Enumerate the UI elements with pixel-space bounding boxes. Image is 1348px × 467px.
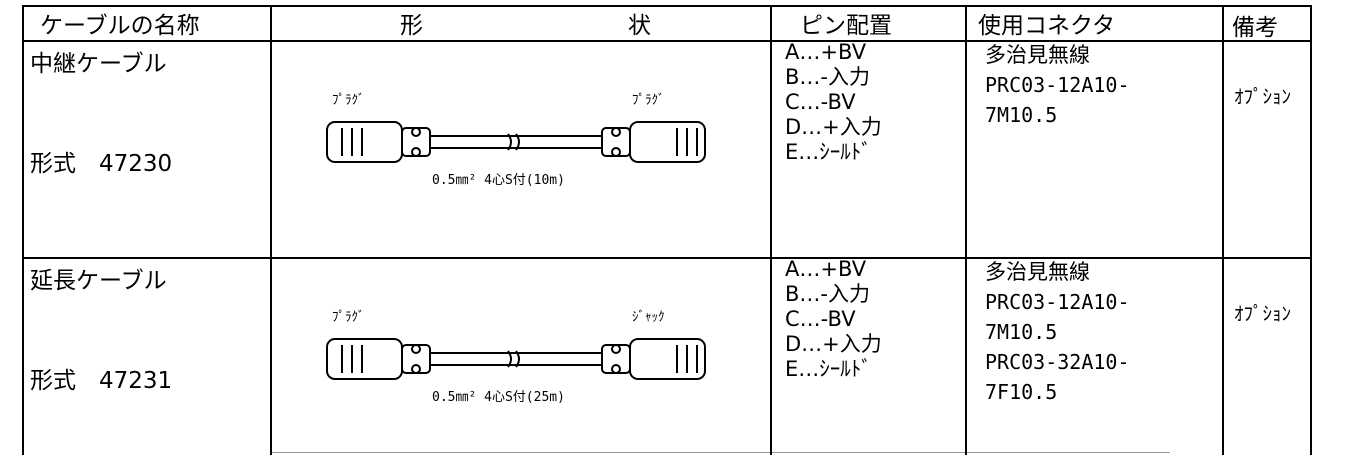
- cable-break: [507, 350, 520, 368]
- header-cell: 形: [400, 13, 423, 39]
- pin: E…ｼｰﾙﾄﾞ: [785, 357, 872, 381]
- plug-label: ﾌﾟﾗｸﾞ: [332, 310, 365, 325]
- rule: [1310, 5, 1312, 455]
- cable-name: 中継ケーブル: [30, 51, 167, 77]
- cable-break: [507, 133, 520, 151]
- plug-label: ｼﾞｬｯｸ: [632, 310, 665, 325]
- connector-line: 7M10.5: [985, 103, 1058, 127]
- cable-caption: 0.5㎜² 4心S付(25m): [432, 390, 565, 405]
- pin: C…-BV: [785, 90, 856, 114]
- connector: [401, 127, 431, 157]
- connector-line: PRC03-12A10-: [985, 73, 1130, 97]
- connector-line: PRC03-32A10-: [985, 350, 1130, 374]
- pin: E…ｼｰﾙﾄﾞ: [785, 140, 872, 164]
- plug-label: ﾌﾟﾗｸﾞ: [632, 93, 665, 108]
- header-cell: 備考: [1232, 15, 1278, 41]
- connector: [326, 338, 403, 380]
- cable-caption: 0.5㎜² 4心S付(10m): [432, 173, 565, 188]
- pin: D…+入力: [785, 115, 882, 139]
- rule: [270, 452, 1170, 453]
- header-cell: 使用コネクタ: [978, 13, 1116, 39]
- connector: [326, 121, 403, 163]
- rule: [22, 5, 1312, 7]
- header-cell: ピン配置: [800, 13, 892, 39]
- connector: [601, 344, 631, 374]
- connector-line: 7M10.5: [985, 320, 1058, 344]
- pin: A…+BV: [785, 257, 867, 281]
- rule: [22, 257, 1312, 259]
- connector-line: 7F10.5: [985, 380, 1058, 404]
- pin: D…+入力: [785, 332, 882, 356]
- connector: [629, 121, 706, 163]
- remarks: ｵﾌﾟｼｮﾝ: [1234, 86, 1292, 108]
- connector: [611, 147, 621, 157]
- cable-name: 延長ケーブル: [30, 268, 167, 294]
- pin-list: A…+BV B…-入力 C…-BV D…+入力 E…ｼｰﾙﾄﾞ: [785, 40, 882, 165]
- rule: [770, 5, 772, 455]
- pin: A…+BV: [785, 40, 867, 64]
- cable-model: 形式 47230: [30, 151, 173, 177]
- header-cell: 状: [628, 13, 651, 39]
- rule: [1222, 5, 1224, 455]
- rule: [22, 40, 1312, 42]
- connector: [611, 127, 621, 137]
- pin: B…-入力: [785, 65, 870, 89]
- cable-model: 形式 47231: [30, 368, 173, 394]
- connector: [629, 338, 706, 380]
- connector: [401, 344, 431, 374]
- connector-line: 多治見無線: [985, 43, 1090, 67]
- connector-line: 多治見無線: [985, 260, 1090, 284]
- cable-drawing: ﾌﾟﾗｸﾞ ｼﾞｬｯｸ 0.5㎜² 4心S付(25m): [326, 310, 706, 405]
- connector: [411, 344, 421, 354]
- connector: [411, 147, 421, 157]
- connector: [611, 364, 621, 374]
- connector: [611, 344, 621, 354]
- pin: B…-入力: [785, 282, 870, 306]
- rule: [270, 5, 272, 455]
- connector-list: 多治見無線 PRC03-12A10- 7M10.5: [985, 40, 1130, 130]
- connector-line: PRC03-12A10-: [985, 290, 1130, 314]
- connector: [601, 127, 631, 157]
- pin: C…-BV: [785, 307, 856, 331]
- rule: [22, 5, 24, 455]
- pin-list: A…+BV B…-入力 C…-BV D…+入力 E…ｼｰﾙﾄﾞ: [785, 257, 882, 382]
- rule: [965, 5, 967, 455]
- connector: [411, 127, 421, 137]
- connector: [411, 364, 421, 374]
- plug-label: ﾌﾟﾗｸﾞ: [332, 93, 365, 108]
- cable-drawing: ﾌﾟﾗｸﾞ ﾌﾟﾗｸﾞ 0.5㎜² 4心S付(10m): [326, 93, 706, 188]
- remarks: ｵﾌﾟｼｮﾝ: [1234, 303, 1292, 325]
- connector-list: 多治見無線 PRC03-12A10- 7M10.5 PRC03-32A10- 7F10.…: [985, 257, 1130, 407]
- header-cell: ケーブルの名称: [40, 13, 200, 39]
